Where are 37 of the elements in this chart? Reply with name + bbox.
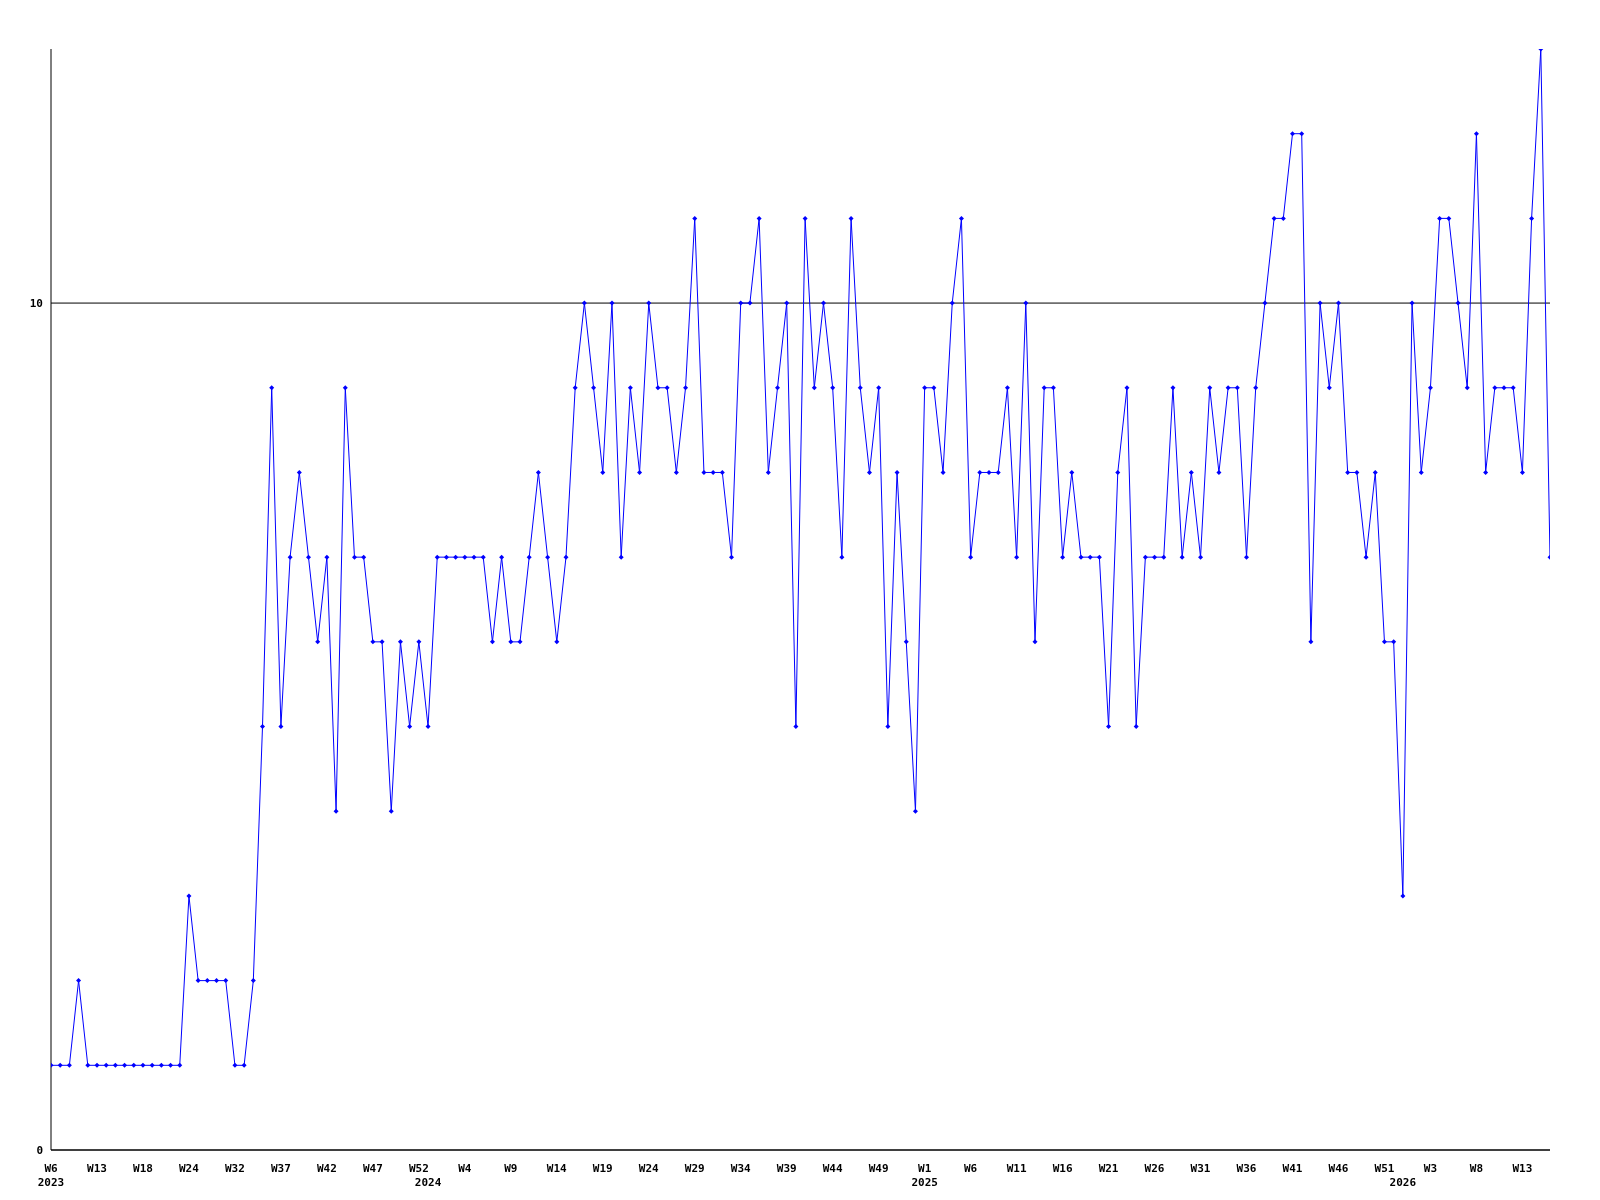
- x-tick-label: W13: [87, 1162, 107, 1175]
- x-tick-label: W41: [1282, 1162, 1303, 1175]
- x-tick-label: W36: [1236, 1162, 1257, 1175]
- x-tick-label: W21: [1098, 1162, 1119, 1175]
- x-tick-label: W8: [1469, 1162, 1484, 1175]
- x-tick-label: W37: [270, 1162, 291, 1175]
- x-tick-label: W51: [1374, 1162, 1395, 1175]
- x-tick-label: W14: [546, 1162, 568, 1175]
- x-tick-label: W9: [504, 1162, 518, 1175]
- x-tick-label: W52: [408, 1162, 429, 1175]
- x-tick-label: W49: [868, 1162, 889, 1175]
- x-tick-label: W26: [1144, 1162, 1165, 1175]
- x-tick-label: W3: [1423, 1162, 1438, 1175]
- y-tick-label: 0: [36, 1143, 43, 1157]
- x-tick-label: W44: [822, 1162, 843, 1175]
- x-tick-label: W39: [776, 1162, 797, 1175]
- x-tick-label: W1 2025: [911, 1162, 938, 1189]
- x-tick-label: W31: [1190, 1162, 1211, 1175]
- x-tick-label: W4: [458, 1162, 472, 1175]
- x-tick-label: W6 2023: [37, 1162, 65, 1189]
- x-tick-label: W46: [1328, 1162, 1349, 1175]
- x-tick-label: W32: [224, 1162, 245, 1175]
- x-tick-label: 2024: [414, 1176, 442, 1189]
- x-tick-label: W16: [1052, 1162, 1073, 1175]
- x-tick-label: W24: [179, 1162, 200, 1175]
- x-tick-label: W11: [1006, 1162, 1027, 1175]
- x-tick-label: 2026: [1389, 1176, 1417, 1189]
- x-tick-label: W6: [964, 1162, 978, 1175]
- y-tick-label: 10: [29, 296, 43, 310]
- x-tick-label: W13: [1512, 1162, 1533, 1175]
- x-tick-label: W19: [592, 1162, 613, 1175]
- x-tick-label: W18: [133, 1162, 153, 1175]
- x-tick-label: W34: [730, 1162, 752, 1175]
- x-tick-label: W47: [362, 1162, 383, 1175]
- x-tick-label: W29: [684, 1162, 705, 1175]
- x-tick-label: W24: [638, 1162, 660, 1175]
- x-tick-label: W42: [316, 1162, 337, 1175]
